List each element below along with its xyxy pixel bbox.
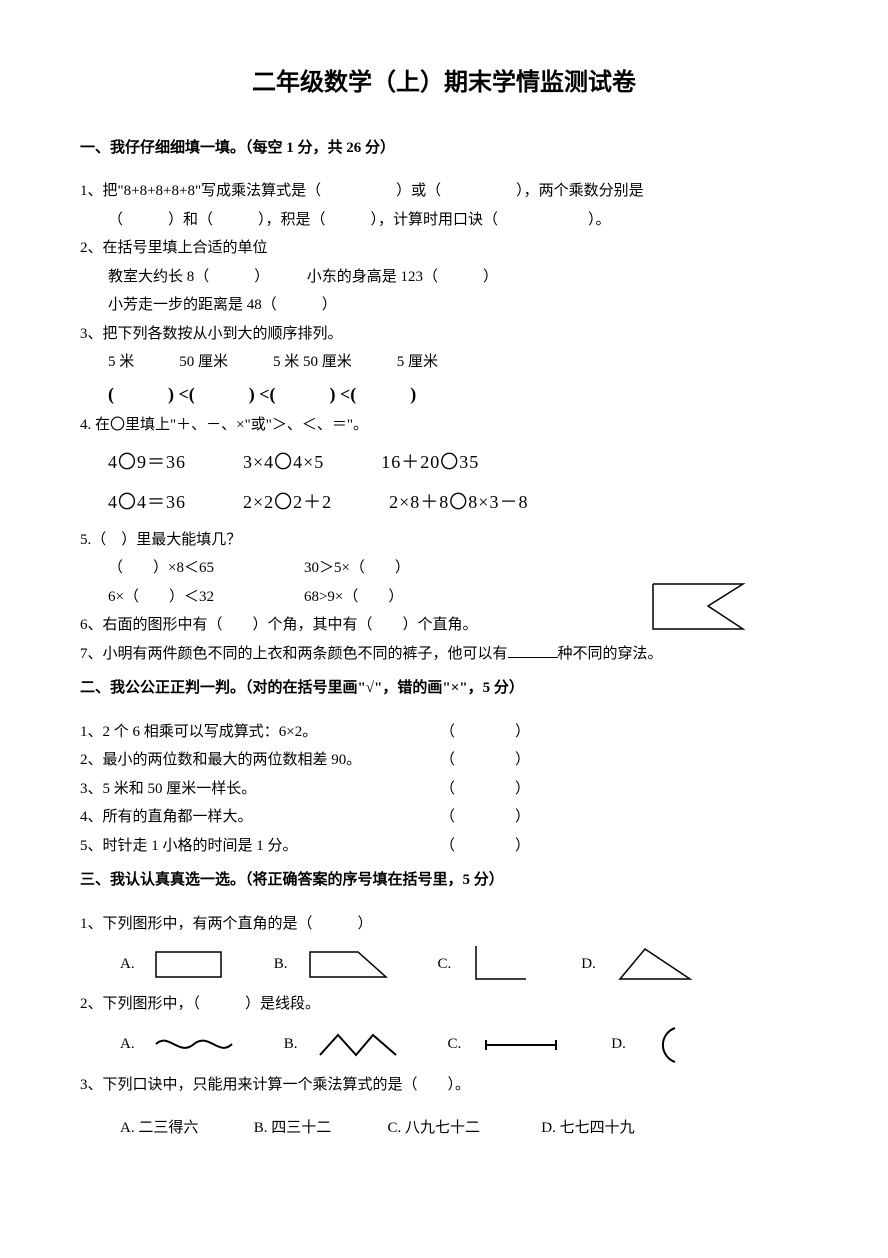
opt-label: B. (284, 1030, 314, 1059)
trapezoid-icon (308, 947, 388, 982)
zigzag-line-icon (318, 1030, 398, 1060)
s2-list: 1、2 个 6 相乘可以写成算式：6×2。（ ） 2、最小的两位数和最大的两位数… (80, 718, 808, 861)
opt-label: D. (611, 1030, 641, 1059)
q3-head: 3、把下列各数按从小到大的顺序排列。 (80, 320, 808, 349)
q4-head: 4. 在〇里填上"＋、－、×"或"＞、＜、＝"。 (80, 411, 808, 440)
s2-paren: （ ） (440, 809, 530, 825)
s2-paren: （ ） (440, 752, 530, 768)
section3-head: 三、我认认真真选一选。（将正确答案的序号填在括号里，5 分） (80, 866, 808, 895)
s2-paren: （ ） (440, 838, 530, 854)
opt-b: B. (274, 947, 388, 982)
wavy-line-icon (154, 1032, 234, 1057)
q7-blank (508, 643, 558, 658)
opt-label: A. (120, 1030, 150, 1059)
s2-item: 5、时针走 1 小格的时间是 1 分。（ ） (80, 832, 808, 861)
s2-paren: （ ） (440, 724, 530, 740)
opt-text: C. 八九七十二 (388, 1114, 538, 1143)
opt-b: B. (284, 1030, 398, 1060)
q2-line2: 小芳走一步的距离是 48（ ） (80, 291, 808, 320)
angle-icon (471, 944, 531, 984)
s2-paren: （ ） (440, 781, 530, 797)
s3-q1-options: A. B. C. D. (80, 944, 808, 984)
q3-order: ( ) <( ) <( ) <( ) (80, 377, 808, 411)
opt-label: B. (274, 950, 304, 979)
arc-icon (645, 1025, 685, 1065)
page-title: 二年级数学（上）期末学情监测试卷 (80, 60, 808, 106)
triangle-icon (615, 944, 695, 984)
opt-label: A. (120, 950, 150, 979)
s2-item-text: 4、所有的直角都一样大。 (80, 803, 440, 832)
q7-text-a: 7、小明有两件颜色不同的上衣和两条颜色不同的裤子，他可以有 (80, 646, 508, 662)
line-segment-icon (481, 1035, 561, 1055)
section1-head: 一、我仔仔细细填一填。（每空 1 分，共 26 分） (80, 134, 808, 163)
s2-item: 2、最小的两位数和最大的两位数相差 90。（ ） (80, 746, 808, 775)
opt-text: B. 四三十二 (254, 1114, 384, 1143)
s2-item-text: 2、最小的两位数和最大的两位数相差 90。 (80, 746, 440, 775)
q4-row1: 4〇9＝36 3×4〇4×5 16＋20〇35 (80, 445, 808, 479)
opt-a: A. (120, 947, 224, 982)
s3-q3-options: A. 二三得六 B. 四三十二 C. 八九七十二 D. 七七四十九 (80, 1114, 808, 1143)
s3-q3: 3、下列口诀中，只能用来计算一个乘法算式的是（ ）。 (80, 1071, 808, 1100)
q7-text-b: 种不同的穿法。 (558, 646, 663, 662)
opt-c: C. (448, 1030, 562, 1059)
s2-item: 1、2 个 6 相乘可以写成算式：6×2。（ ） (80, 718, 808, 747)
s2-item: 4、所有的直角都一样大。（ ） (80, 803, 808, 832)
q4-row2: 4〇4＝36 2×2〇2＋2 2×8＋8〇8×3－8 (80, 485, 808, 519)
rectangle-icon (154, 947, 224, 982)
q3-values: 5 米 50 厘米 5 米 50 厘米 5 厘米 (80, 348, 808, 377)
s2-item-text: 5、时针走 1 小格的时间是 1 分。 (80, 832, 440, 861)
q1-line2: （ ）和（ ），积是（ ），计算时用口诀（ ）。 (80, 206, 808, 235)
opt-c: C. (438, 944, 532, 984)
q1-line1: 1、把"8+8+8+8+8"写成乘法算式是（ ）或（ ），两个乘数分别是 (80, 177, 808, 206)
opt-text: D. 七七四十九 (541, 1114, 634, 1143)
s3-q2: 2、下列图形中，（ ）是线段。 (80, 990, 808, 1019)
q2-line1: 教室大约长 8（ ） 小东的身高是 123（ ） (80, 263, 808, 292)
q2-head: 2、在括号里填上合适的单位 (80, 234, 808, 263)
s2-item-text: 3、5 米和 50 厘米一样长。 (80, 775, 440, 804)
opt-label: C. (448, 1030, 478, 1059)
opt-a: A. (120, 1030, 234, 1059)
opt-label: D. (581, 950, 611, 979)
s3-q2-options: A. B. C. D. (80, 1025, 808, 1065)
arrow-shape-icon (648, 579, 748, 634)
q7: 7、小明有两件颜色不同的上衣和两条颜色不同的裤子，他可以有 种不同的穿法。 (80, 640, 808, 669)
opt-text: A. 二三得六 (120, 1114, 250, 1143)
opt-label: C. (438, 950, 468, 979)
opt-d: D. (581, 944, 695, 984)
s3-q1: 1、下列图形中，有两个直角的是（ ） (80, 910, 808, 939)
opt-d: D. (611, 1025, 685, 1065)
q5-head: 5.（ ）里最大能填几？ (80, 526, 808, 555)
s2-item: 3、5 米和 50 厘米一样长。（ ） (80, 775, 808, 804)
section2-head: 二、我公公正正判一判。（对的在括号里画"√"，错的画"×"，5 分） (80, 674, 808, 703)
s2-item-text: 1、2 个 6 相乘可以写成算式：6×2。 (80, 718, 440, 747)
